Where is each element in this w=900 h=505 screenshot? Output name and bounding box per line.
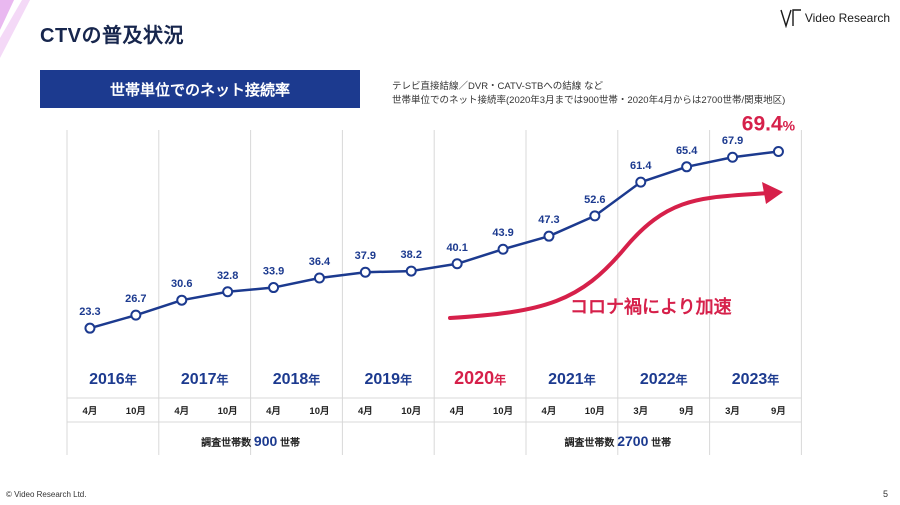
year-label: 2023年 — [732, 371, 780, 388]
data-point — [543, 230, 555, 242]
data-label: 30.6 — [171, 278, 192, 290]
year-label: 2018年 — [273, 371, 321, 388]
year-label-number: 2021 — [548, 371, 584, 388]
x-tick-label: 10月 — [493, 406, 513, 417]
year-label: 2019年 — [364, 371, 412, 388]
acceleration-arrow-head — [762, 182, 783, 204]
data-label: 36.4 — [309, 256, 331, 268]
year-label: 2016年 — [89, 371, 137, 388]
data-point — [130, 309, 142, 321]
data-label: 33.9 — [263, 266, 284, 278]
data-point — [451, 258, 463, 270]
x-tick-label: 9月 — [679, 406, 694, 417]
chart-banner: 世帯単位でのネット接続率 — [40, 70, 360, 108]
x-tick-label: 4月 — [450, 406, 465, 417]
year-label-suffix: 年 — [584, 372, 596, 387]
data-label: 67.9 — [722, 135, 743, 147]
x-tick-label: 10月 — [309, 406, 329, 417]
x-tick-label: 4月 — [358, 406, 373, 417]
data-point — [359, 266, 371, 278]
logo: Video Research — [780, 8, 890, 28]
x-tick-label: 3月 — [633, 406, 648, 417]
data-point — [268, 282, 280, 294]
year-label-number: 2016 — [89, 371, 125, 388]
data-point — [84, 322, 96, 334]
x-tick-label: 10月 — [218, 406, 238, 417]
data-label: 26.7 — [125, 293, 146, 305]
year-label-suffix: 年 — [400, 372, 412, 387]
sample-size-number: 900 — [254, 433, 278, 449]
year-label-number: 2022 — [640, 371, 676, 388]
data-label: 32.8 — [217, 270, 238, 282]
x-tick-label: 4月 — [266, 406, 281, 417]
data-point — [497, 243, 509, 255]
x-tick-label: 4月 — [83, 406, 98, 417]
year-label-number: 2019 — [364, 371, 400, 388]
year-label: 2020年 — [454, 368, 506, 388]
data-label: 43.9 — [492, 227, 513, 239]
data-point — [313, 272, 325, 284]
corner-decoration — [0, 0, 30, 58]
data-label: 40.1 — [446, 242, 467, 254]
page-number: 5 — [882, 489, 888, 499]
data-label: 38.2 — [401, 249, 422, 261]
data-label-last: 69.4% — [742, 112, 796, 135]
year-label-number: 2020 — [454, 368, 494, 388]
x-tick-label: 10月 — [585, 406, 605, 417]
data-label: 37.9 — [355, 250, 376, 262]
data-label-last-unit: % — [783, 117, 796, 133]
data-point — [405, 265, 417, 277]
data-point — [635, 176, 647, 188]
data-label: 61.4 — [630, 160, 652, 172]
year-label-suffix: 年 — [675, 372, 687, 387]
sample-size-label: 調査世帯数 900 世帯 — [201, 433, 300, 449]
sample-size-prefix: 調査世帯数 — [201, 436, 254, 449]
year-label-suffix: 年 — [216, 372, 228, 387]
year-label-number: 2023 — [732, 371, 768, 388]
data-label: 65.4 — [676, 145, 698, 157]
data-point — [222, 286, 234, 298]
year-label-suffix: 年 — [308, 372, 320, 387]
data-point — [772, 145, 784, 157]
year-label-number: 2018 — [273, 371, 309, 388]
year-label-number: 2017 — [181, 371, 217, 388]
chart-note-line1: テレビ直接結線／DVR・CATV-STBへの結線 など — [392, 81, 603, 92]
data-point — [727, 151, 739, 163]
data-label-last-value: 69.4 — [742, 112, 783, 135]
sample-size-number: 2700 — [617, 433, 648, 449]
sample-size-suffix: 世帯 — [648, 436, 671, 449]
data-label: 47.3 — [538, 214, 559, 226]
footer-copyright: © Video Research Ltd. — [6, 490, 87, 499]
sample-size-suffix: 世帯 — [277, 436, 300, 449]
data-point — [681, 161, 693, 173]
acceleration-arrow-line — [448, 191, 770, 320]
year-label-suffix: 年 — [494, 372, 506, 387]
logo-text: Video Research — [804, 11, 890, 25]
data-point — [176, 294, 188, 306]
x-tick-label: 4月 — [542, 406, 557, 417]
video-research-logo-icon — [780, 9, 801, 28]
x-tick-label: 10月 — [401, 406, 421, 417]
sample-size-label: 調査世帯数 2700 世帯 — [564, 433, 671, 449]
data-label: 52.6 — [584, 194, 605, 206]
annotation-label: コロナ禍により加速 — [570, 296, 732, 317]
chart-note-line2: 世帯単位でのネット接続率(2020年3月までは900世帯・2020年4月からは2… — [392, 95, 786, 106]
x-tick-label: 4月 — [174, 406, 189, 417]
data-label: 23.3 — [79, 306, 100, 318]
year-label-suffix: 年 — [767, 372, 779, 387]
year-label: 2017年 — [181, 371, 229, 388]
sample-size-prefix: 調査世帯数 — [564, 436, 617, 449]
year-label-suffix: 年 — [125, 372, 137, 387]
data-point — [589, 210, 601, 222]
x-tick-label: 3月 — [725, 406, 740, 417]
year-label: 2022年 — [640, 371, 688, 388]
series-line — [89, 150, 779, 330]
year-label: 2021年 — [548, 371, 596, 388]
slide-title: CTVの普及状況 — [40, 25, 184, 47]
x-tick-label: 10月 — [126, 406, 146, 417]
x-tick-label: 9月 — [771, 406, 786, 417]
